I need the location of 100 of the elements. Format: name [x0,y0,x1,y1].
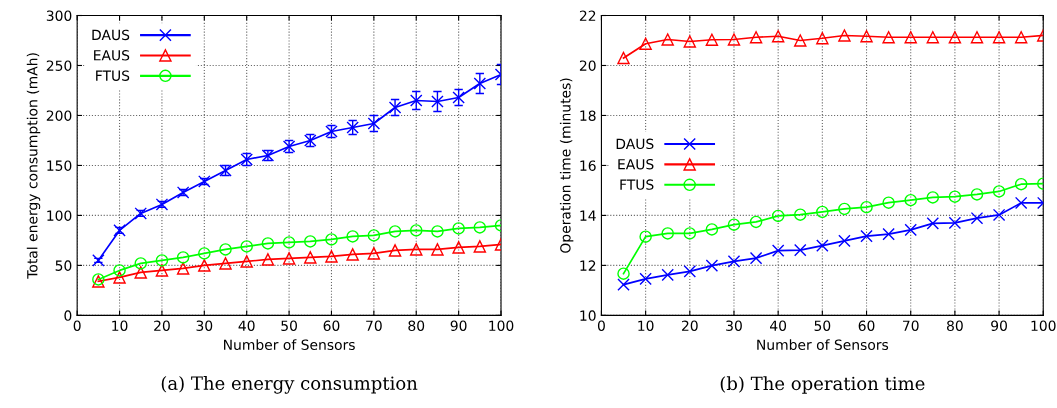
point [727,33,741,46]
x-tick-label: 70 [366,320,382,331]
point [904,223,917,237]
point [134,257,147,270]
point [816,205,829,219]
point [346,230,359,243]
x-axis-title: Number of Sensors [757,339,889,350]
point [388,225,402,238]
point [794,208,807,221]
y-tick-label: 22 [579,10,596,21]
point [992,208,1006,222]
x-tick-label: 100 [1031,320,1056,331]
point [617,51,630,65]
y-axis-title: Total energy consumption (mAh) [26,53,41,279]
point [926,30,940,44]
point [727,255,741,268]
point [261,253,275,266]
point [860,229,873,243]
y-tick-label: 50 [55,260,72,271]
legend-label: EAUS [94,50,130,61]
point [473,77,487,90]
y-tick-label: 18 [580,110,596,121]
point [617,278,630,291]
x-axis-title: Number of Sensors [224,339,355,350]
point [617,267,630,280]
x-tick-label: 20 [154,320,170,331]
point [367,229,381,242]
point [771,244,785,257]
x-tick-label: 10 [638,320,654,331]
point [683,227,697,240]
point [904,30,917,44]
point [970,30,984,44]
y-tick-label: 100 [47,210,72,221]
legend-label: DAUS [92,29,130,41]
point [113,271,126,284]
y-tick-label: 12 [580,260,596,271]
point [661,227,674,240]
x-tick-label: 90 [991,320,1007,331]
y-tick-label: 14 [580,210,596,221]
x-tick-label: 30 [726,320,742,331]
y-tick-label: 250 [46,60,72,71]
point [198,259,211,272]
x-tick-label: 50 [814,320,831,331]
point [409,243,423,256]
x-tick-label: 100 [489,320,514,331]
point [155,254,169,267]
x-tick-label: 30 [196,320,213,331]
point [113,264,126,277]
point [683,265,697,278]
point [816,31,829,45]
point [838,29,851,42]
point [683,35,697,48]
x-tick-label: 80 [947,320,963,331]
point [948,190,962,203]
point [346,248,359,261]
x-tick-label: 20 [681,320,698,331]
legend-label: EAUS [618,158,654,170]
text: (b) The operation time [720,376,925,394]
point [705,259,719,272]
point [860,200,873,214]
point [282,236,296,249]
point [948,30,962,44]
point [431,225,444,238]
y-tick-label: 150 [47,160,72,171]
y-tick-label: 0 [64,310,72,321]
point [304,251,317,264]
point [452,241,465,254]
y-tick-label: 20 [579,60,596,71]
point [882,227,895,241]
x-tick-label: 70 [903,320,919,331]
point [749,215,763,229]
x-tick-label: 10 [112,320,128,331]
point [1014,196,1028,210]
point [992,30,1006,44]
point [970,211,984,225]
point [771,29,785,43]
point [473,221,487,234]
point [388,244,402,257]
point [838,202,851,216]
y-tick-label: 10 [580,310,596,321]
point [639,230,652,243]
y-tick-label: 300 [46,10,72,21]
point [134,266,147,279]
point [240,240,253,253]
point [367,247,381,260]
y-tick-label: 16 [580,160,596,171]
point [261,237,275,250]
point [904,193,917,207]
point [325,233,338,246]
point [771,209,785,223]
point [155,264,169,277]
legend-label: FTUS [96,70,130,81]
text: (a) The energy consumption [161,375,418,394]
point [661,33,674,46]
point [240,255,253,268]
point [816,239,829,252]
x-tick-label: 50 [281,320,297,331]
point [219,257,232,270]
point [992,185,1006,198]
x-tick-label: 80 [408,320,425,331]
